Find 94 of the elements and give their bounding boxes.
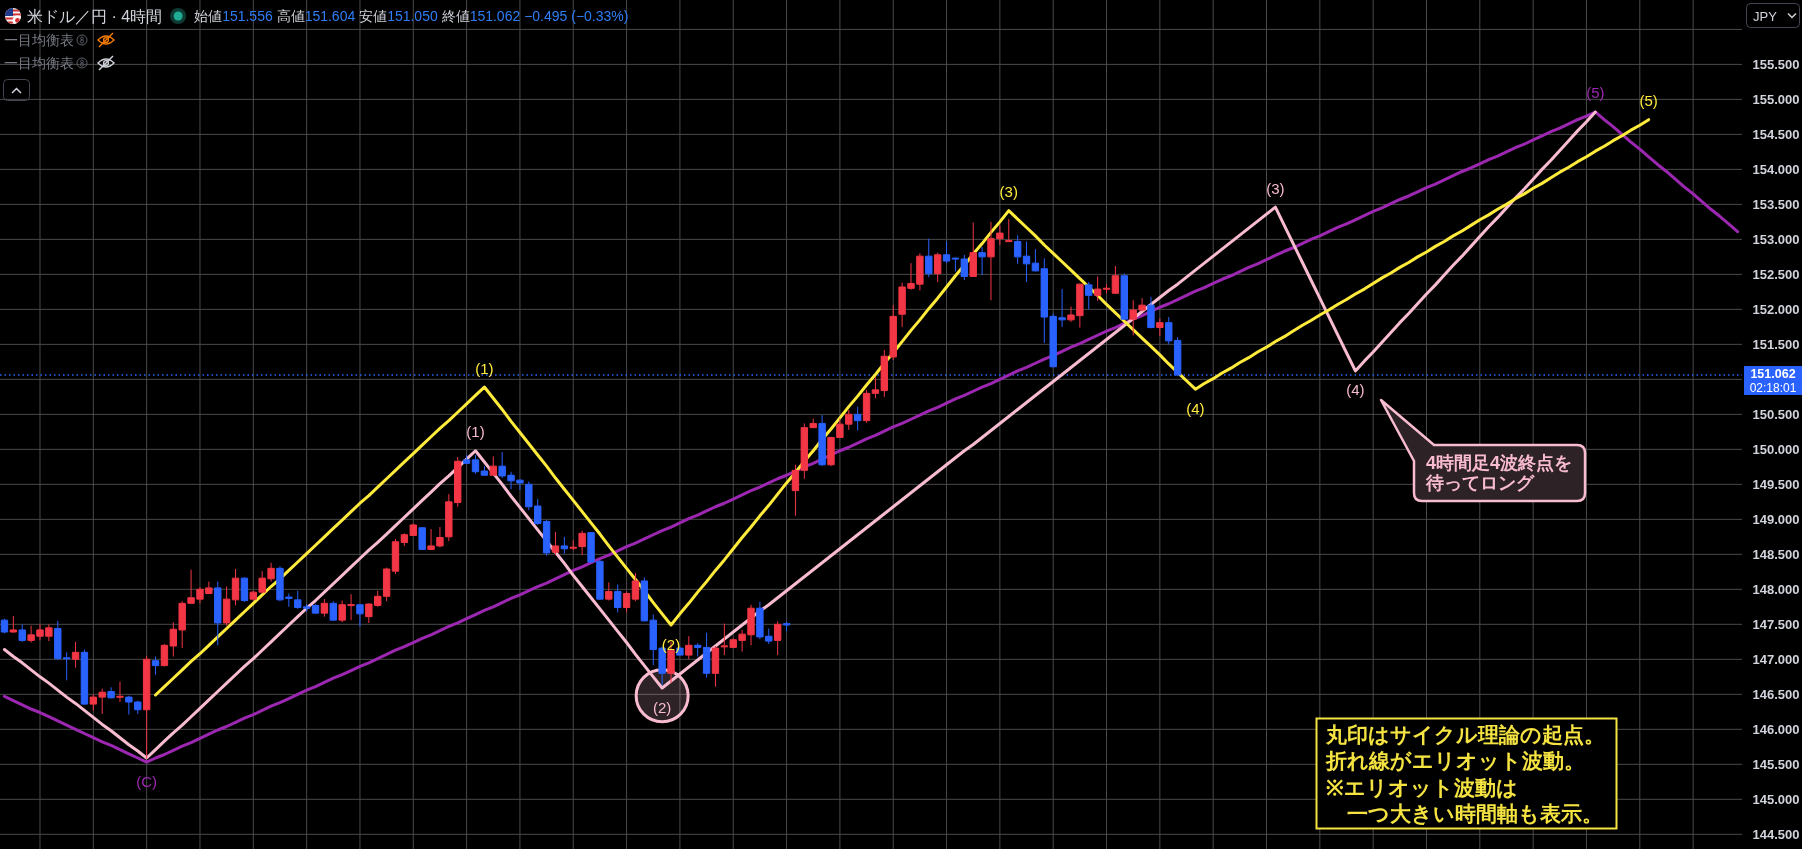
annotation: (1) (466, 423, 485, 441)
annotation: (4) (1186, 399, 1205, 417)
candlestick (933, 252, 942, 283)
candlestick (773, 621, 782, 656)
candlestick (685, 635, 693, 660)
y-tick-label: 153.500 (1752, 196, 1800, 212)
candlestick (418, 527, 426, 550)
candlestick (1111, 265, 1120, 295)
y-tick-label: 150.000 (1752, 441, 1800, 457)
y-tick-label: 146.500 (1752, 686, 1800, 702)
candlestick (614, 583, 622, 613)
annotation: 一目均衡表 (4, 32, 74, 48)
y-tick-label: 149.000 (1752, 511, 1800, 527)
y-tick-label: 146.000 (1752, 721, 1800, 737)
candlestick (222, 586, 231, 627)
candlestick (107, 686, 115, 700)
text: 02:18:01 (1749, 380, 1797, 395)
y-axis-title: JPY (1753, 8, 1778, 24)
candlestick (151, 656, 160, 676)
y-tick-label: 145.500 (1752, 756, 1800, 772)
annotation: (2) (652, 698, 672, 716)
annotation: 一目均衡表 (4, 55, 74, 71)
candlestick (1120, 273, 1128, 321)
candlestick (569, 539, 577, 551)
y-tick-label: 148.000 (1752, 581, 1800, 597)
y-tick-label: 155.000 (1752, 91, 1800, 107)
line-series (154, 118, 1651, 697)
candlestick (1085, 281, 1093, 310)
y-tick-label: 155.500 (1752, 56, 1800, 72)
candlestick (853, 406, 862, 431)
y-tick-label: 144.500 (1752, 826, 1800, 842)
candlestick (356, 603, 364, 627)
candlestick (560, 536, 569, 555)
candlestick (1005, 218, 1013, 243)
y-tick-label: 152.500 (1752, 266, 1800, 282)
candlestick (631, 572, 640, 602)
annotation: (5) (1586, 84, 1605, 102)
candlestick (489, 455, 497, 476)
candlestick (462, 454, 471, 465)
candlestick (1156, 317, 1164, 337)
candlestick (1093, 275, 1102, 302)
candlestick (471, 454, 480, 475)
y-tick-label: 153.000 (1752, 231, 1800, 247)
candlestick (480, 465, 489, 476)
candlestick (80, 649, 89, 706)
candlestick (71, 641, 80, 669)
annotation: 丸印はサイクル理論の起点。折れ線がエリオット波動。※エリオット波動は一つ大きい時間軸も表示。 (1324, 722, 1605, 826)
candlestick (969, 222, 977, 277)
y-tick-label: 147.000 (1752, 651, 1800, 667)
annotation: (3) (1266, 179, 1285, 197)
candlestick (978, 246, 986, 276)
y-tick-label: 154.000 (1752, 161, 1800, 177)
annotation: 4時間足4波終点を待ってロング (1425, 453, 1573, 493)
candlestick (320, 598, 329, 618)
annotation: (4) (1346, 381, 1365, 399)
candlestick (1102, 283, 1111, 294)
y-tick-label: 151.500 (1752, 336, 1800, 352)
candlestick (240, 576, 249, 603)
candlestick (578, 530, 586, 556)
candlestick (818, 414, 826, 467)
candlestick (311, 603, 320, 615)
candlestick (622, 590, 631, 613)
candlestick (1147, 296, 1155, 329)
candlestick (711, 645, 720, 688)
y-tick-label: 147.500 (1752, 616, 1800, 632)
annotation: (C) (136, 772, 158, 790)
y-tick-label: 150.500 (1752, 406, 1800, 422)
candlestick (391, 538, 400, 575)
candlestick (782, 621, 791, 632)
candlestick (942, 240, 951, 264)
candlestick (116, 681, 124, 703)
candlestick (231, 568, 240, 606)
y-tick-label: 145.000 (1752, 791, 1800, 807)
y-tick-label: 149.500 (1752, 476, 1800, 492)
candlestick (18, 623, 26, 643)
candlestick (925, 238, 933, 278)
annotation: (3) (999, 183, 1018, 201)
candlestick (142, 655, 151, 760)
ref-line-label: 151.062 (1750, 366, 1796, 381)
y-tick-label: 154.500 (1752, 126, 1800, 142)
candlestick (551, 531, 560, 556)
y-tick-label: 152.000 (1752, 301, 1800, 317)
annotation: (2) (661, 635, 681, 653)
candlestick (329, 600, 337, 622)
candlestick (605, 581, 613, 602)
text: 米ドル／円 · 4時間 (27, 7, 163, 25)
candlestick (214, 581, 222, 646)
y-tick-label: 148.500 (1752, 546, 1800, 562)
text: 始値151.556 高値151.604 安値151.050 終値151.062 −0.495 (−0.33%) (194, 8, 629, 24)
candlestick (0, 618, 9, 634)
annotation: (1) (475, 359, 494, 377)
candlestick (862, 389, 871, 424)
candlestick (9, 615, 18, 634)
annotation: (5) (1639, 92, 1658, 110)
